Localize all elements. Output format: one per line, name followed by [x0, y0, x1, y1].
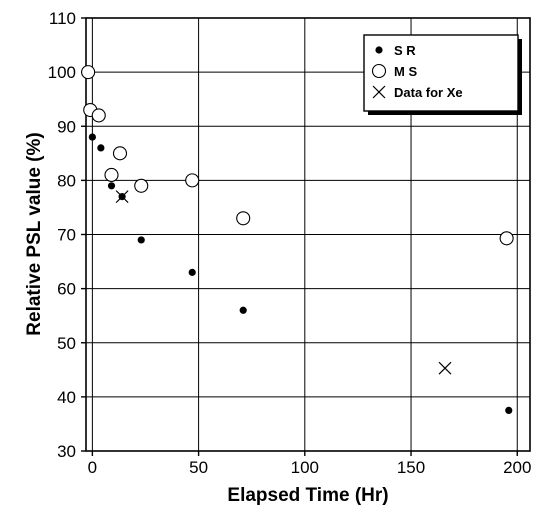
legend: S R M S Data for Xe: [363, 34, 522, 115]
y-tick-label: 40: [57, 388, 76, 407]
legend-label: S R: [394, 43, 416, 58]
x-tick-label: 100: [291, 458, 319, 477]
y-tick-label: 80: [57, 171, 76, 190]
ms-point: [112, 146, 128, 161]
cross-stroke: [372, 85, 386, 99]
x-tick-label: 200: [503, 458, 531, 477]
legend-box: [363, 34, 519, 112]
y-tick-label: 100: [48, 63, 76, 82]
x-tick-label: 150: [397, 458, 425, 477]
y-tick-label: 30: [57, 442, 76, 461]
ms-point: [499, 231, 514, 246]
xe-point: [438, 361, 452, 375]
ms-point: [104, 167, 119, 183]
cross-stroke: [438, 361, 452, 375]
legend-label: M S: [394, 64, 417, 79]
y-tick-label: 60: [57, 280, 76, 299]
sr-point: [118, 193, 126, 201]
legend-marker: [375, 46, 383, 54]
legend-marker: [371, 63, 387, 79]
ms-point: [81, 65, 96, 80]
legend-marker: [372, 85, 386, 99]
y-tick-label: 50: [57, 334, 76, 353]
ticks: 30 40 50 60 70 80 90 100 110 0 50 100 150 200: [48, 9, 532, 477]
sr-point: [239, 306, 247, 314]
ms-point: [91, 108, 106, 123]
sr-point: [97, 144, 105, 152]
sr-point: [137, 236, 145, 244]
legend-label: Data for Xe: [394, 85, 463, 100]
y-tick-label: 70: [57, 226, 76, 245]
y-axis-title: Relative PSL value (%): [24, 132, 45, 335]
sr-point: [107, 182, 116, 190]
x-tick-label: 50: [189, 458, 208, 477]
ms-point: [236, 211, 251, 226]
x-tick-label: 0: [88, 458, 97, 477]
ms-point: [185, 173, 200, 188]
y-tick-label: 110: [49, 9, 76, 28]
y-tick-label: 90: [57, 117, 76, 136]
ms-point: [134, 178, 149, 193]
sr-point: [505, 406, 513, 415]
sr-point: [88, 133, 96, 141]
sr-point: [188, 268, 196, 276]
points: [81, 65, 514, 415]
x-axis-title: Elapsed Time (Hr): [227, 485, 388, 506]
